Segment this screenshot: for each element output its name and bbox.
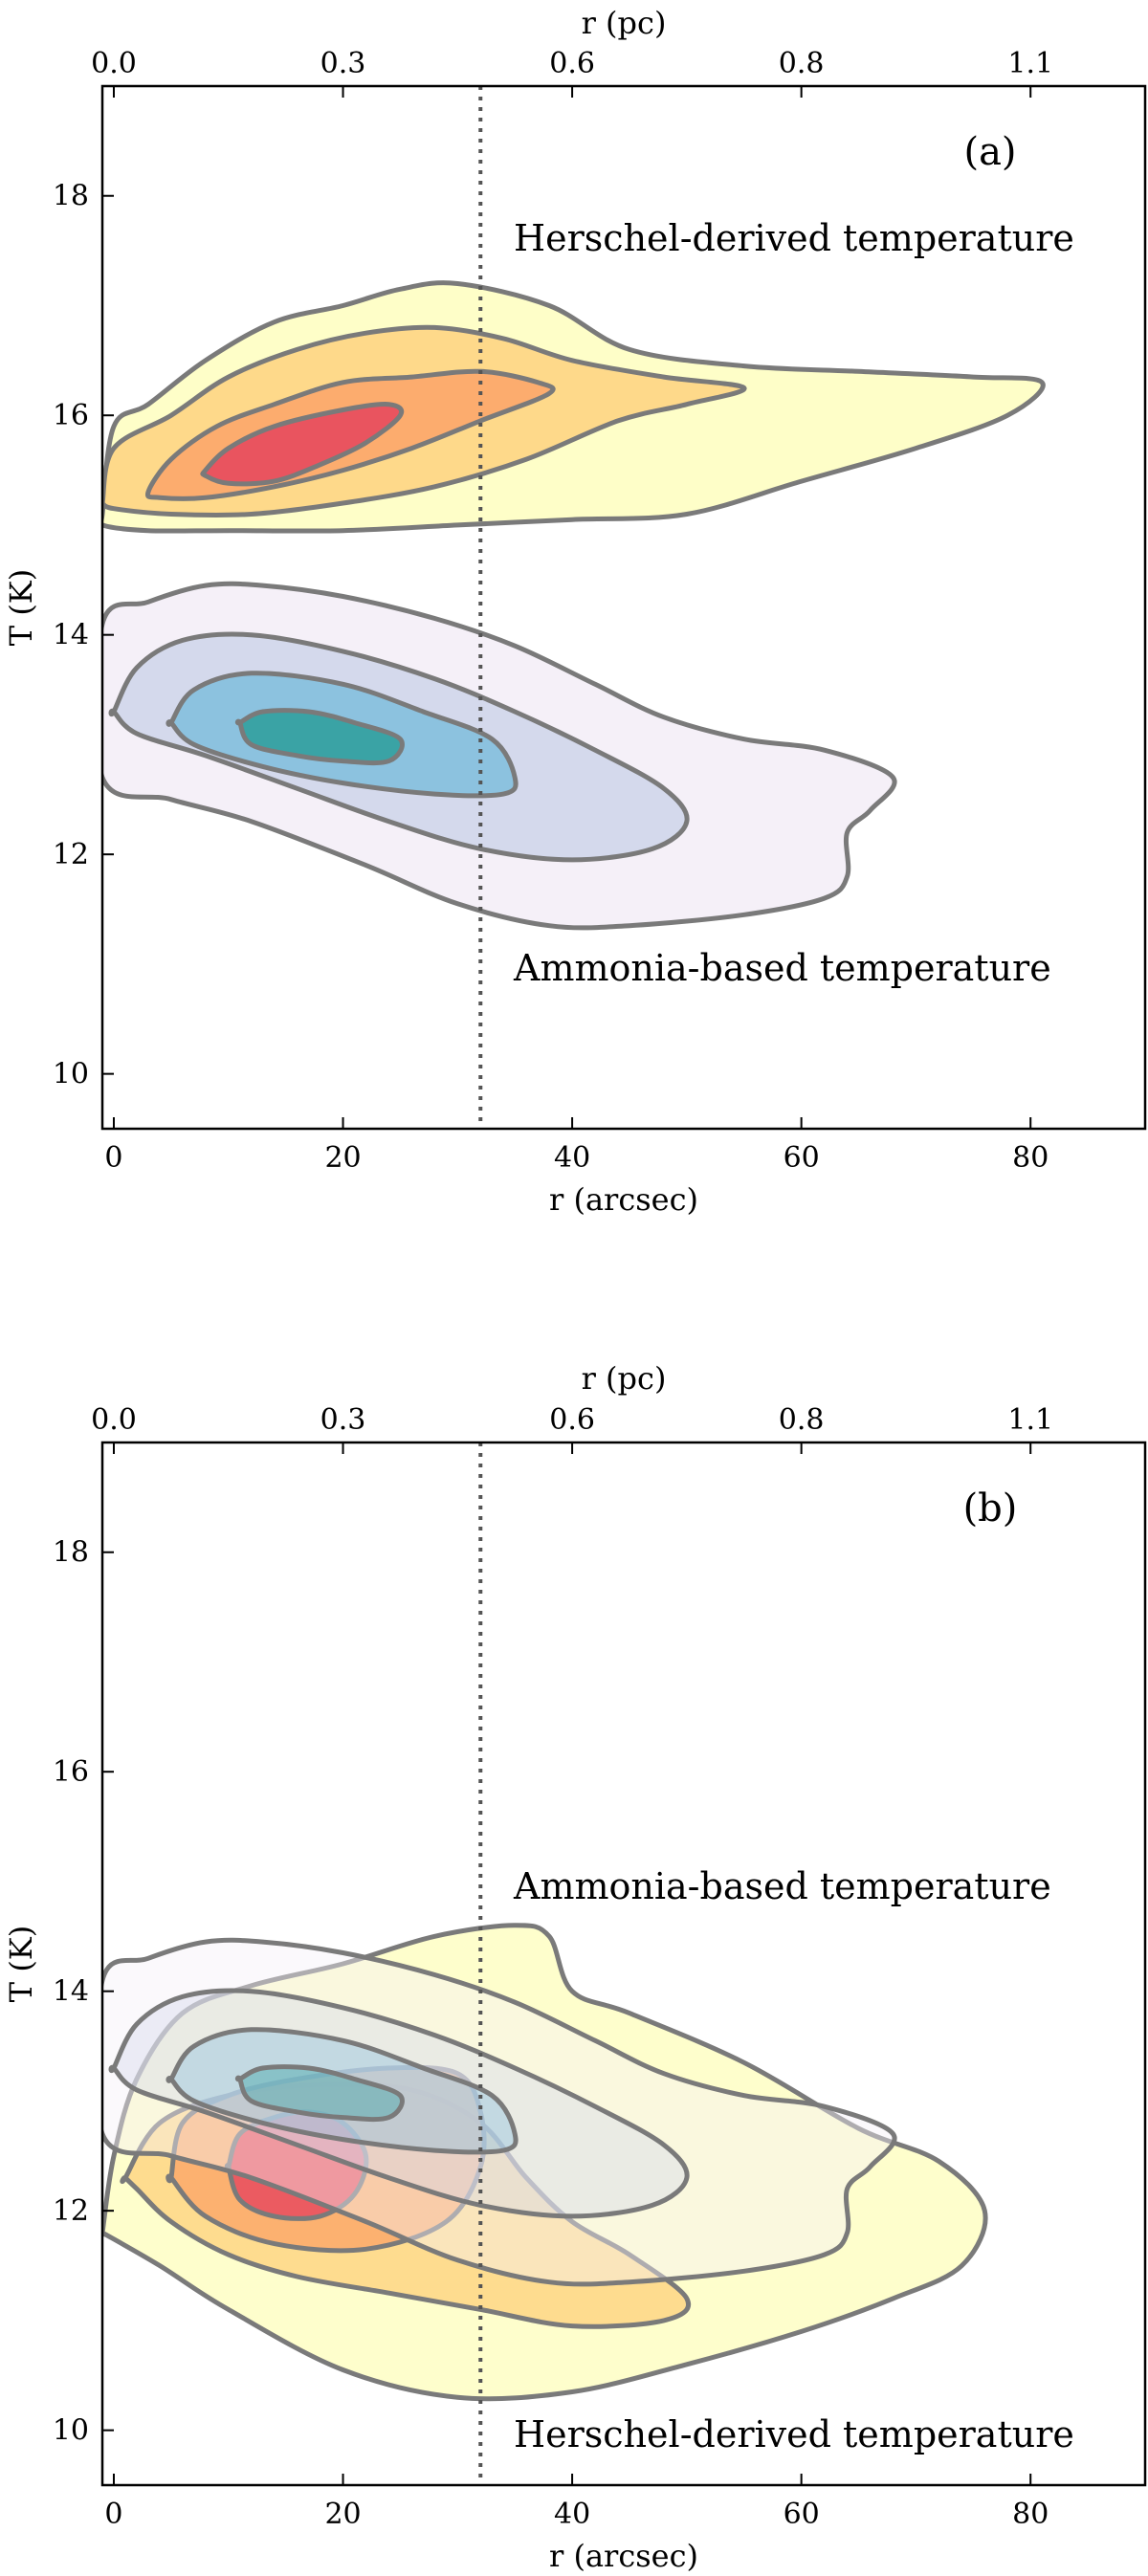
y-tick-label: 12 (53, 838, 89, 871)
ticks-a: 0 20 40 60 80 0.0 0.3 0.6 0.8 1.1 10 12 14 16 18 (53, 47, 1053, 1175)
panel-a: 0 20 40 60 80 0.0 0.3 0.6 0.8 1.1 10 12 14 16 18 (a) H… (3, 5, 1147, 1218)
top-axis-label-a: r (pc) (582, 5, 667, 41)
x-tick-label: 20 (324, 1141, 361, 1175)
contours-a (102, 280, 1046, 931)
y-axis-label-b: T (K) (3, 1926, 39, 2002)
top-x-tick-label: 0.3 (320, 47, 366, 80)
panel-label-b: (b) (963, 1486, 1018, 1530)
annotation-ammonia-a: Ammonia-based temperature (513, 947, 1051, 989)
x-tick-label: 80 (1012, 2498, 1049, 2531)
plot-frame-a (100, 84, 1147, 1131)
top-x-tick-label: 0.3 (320, 1403, 366, 1437)
annotation-herschel-a: Herschel-derived temperature (514, 217, 1074, 259)
y-tick-label: 18 (53, 180, 89, 213)
top-x-tick-label: 0.6 (549, 1403, 595, 1437)
ammonia-contour-level-2 (108, 1988, 690, 2219)
top-x-tick-label: 0.8 (779, 47, 825, 80)
ammonia-contour-level-1 (102, 1937, 897, 2287)
x-tick-label: 40 (554, 1141, 590, 1175)
ammonia-contour-level-3 (166, 2027, 519, 2155)
x-tick-label: 80 (1012, 1141, 1049, 1175)
ammonia-contour-level-4 (234, 708, 405, 766)
x-axis-label-a: r (arcsec) (549, 1181, 698, 1218)
annotation-herschel-b: Herschel-derived temperature (514, 2413, 1074, 2455)
x-tick-label: 60 (784, 1141, 820, 1175)
y-tick-label: 14 (53, 1975, 89, 2009)
panel-label-a: (a) (963, 130, 1016, 174)
x-tick-label: 40 (554, 2498, 590, 2531)
ammonia-contour-level-4 (234, 2064, 405, 2123)
panel-b: 0 20 40 60 80 0.0 0.3 0.6 0.8 1.1 10 12 14 16 18 (b) A… (3, 1360, 1147, 2574)
top-x-tick-label: 0.0 (91, 1403, 137, 1437)
plot-frame-b (100, 1441, 1147, 2487)
x-axis-label-b: r (arcsec) (549, 2538, 698, 2574)
x-tick-label: 20 (324, 2498, 361, 2531)
herschel-contour-level-4 (200, 402, 405, 487)
top-x-tick-label: 0.0 (91, 47, 137, 80)
y-tick-label: 10 (53, 1058, 89, 1091)
top-x-tick-label: 1.1 (1007, 47, 1053, 80)
annotation-ammonia-b: Ammonia-based temperature (513, 1865, 1051, 1907)
y-tick-label: 14 (53, 619, 89, 652)
y-axis-label-a: T (K) (3, 569, 39, 646)
x-tick-label: 60 (784, 2498, 820, 2531)
y-tick-label: 12 (53, 2194, 89, 2228)
ticks-b: 0 20 40 60 80 0.0 0.3 0.6 0.8 1.1 10 12 14 16 18 (53, 1403, 1053, 2531)
top-axis-label-b: r (pc) (582, 1360, 667, 1397)
y-tick-label: 18 (53, 1536, 89, 1570)
top-x-tick-label: 0.8 (779, 1403, 825, 1437)
top-x-tick-label: 0.6 (549, 47, 595, 80)
y-tick-label: 16 (53, 1755, 89, 1789)
y-tick-label: 10 (53, 2414, 89, 2448)
x-tick-label: 0 (104, 2498, 122, 2531)
y-tick-label: 16 (53, 399, 89, 432)
top-x-tick-label: 1.1 (1007, 1403, 1053, 1437)
contours-b (102, 1923, 988, 2402)
x-tick-label: 0 (104, 1141, 122, 1175)
